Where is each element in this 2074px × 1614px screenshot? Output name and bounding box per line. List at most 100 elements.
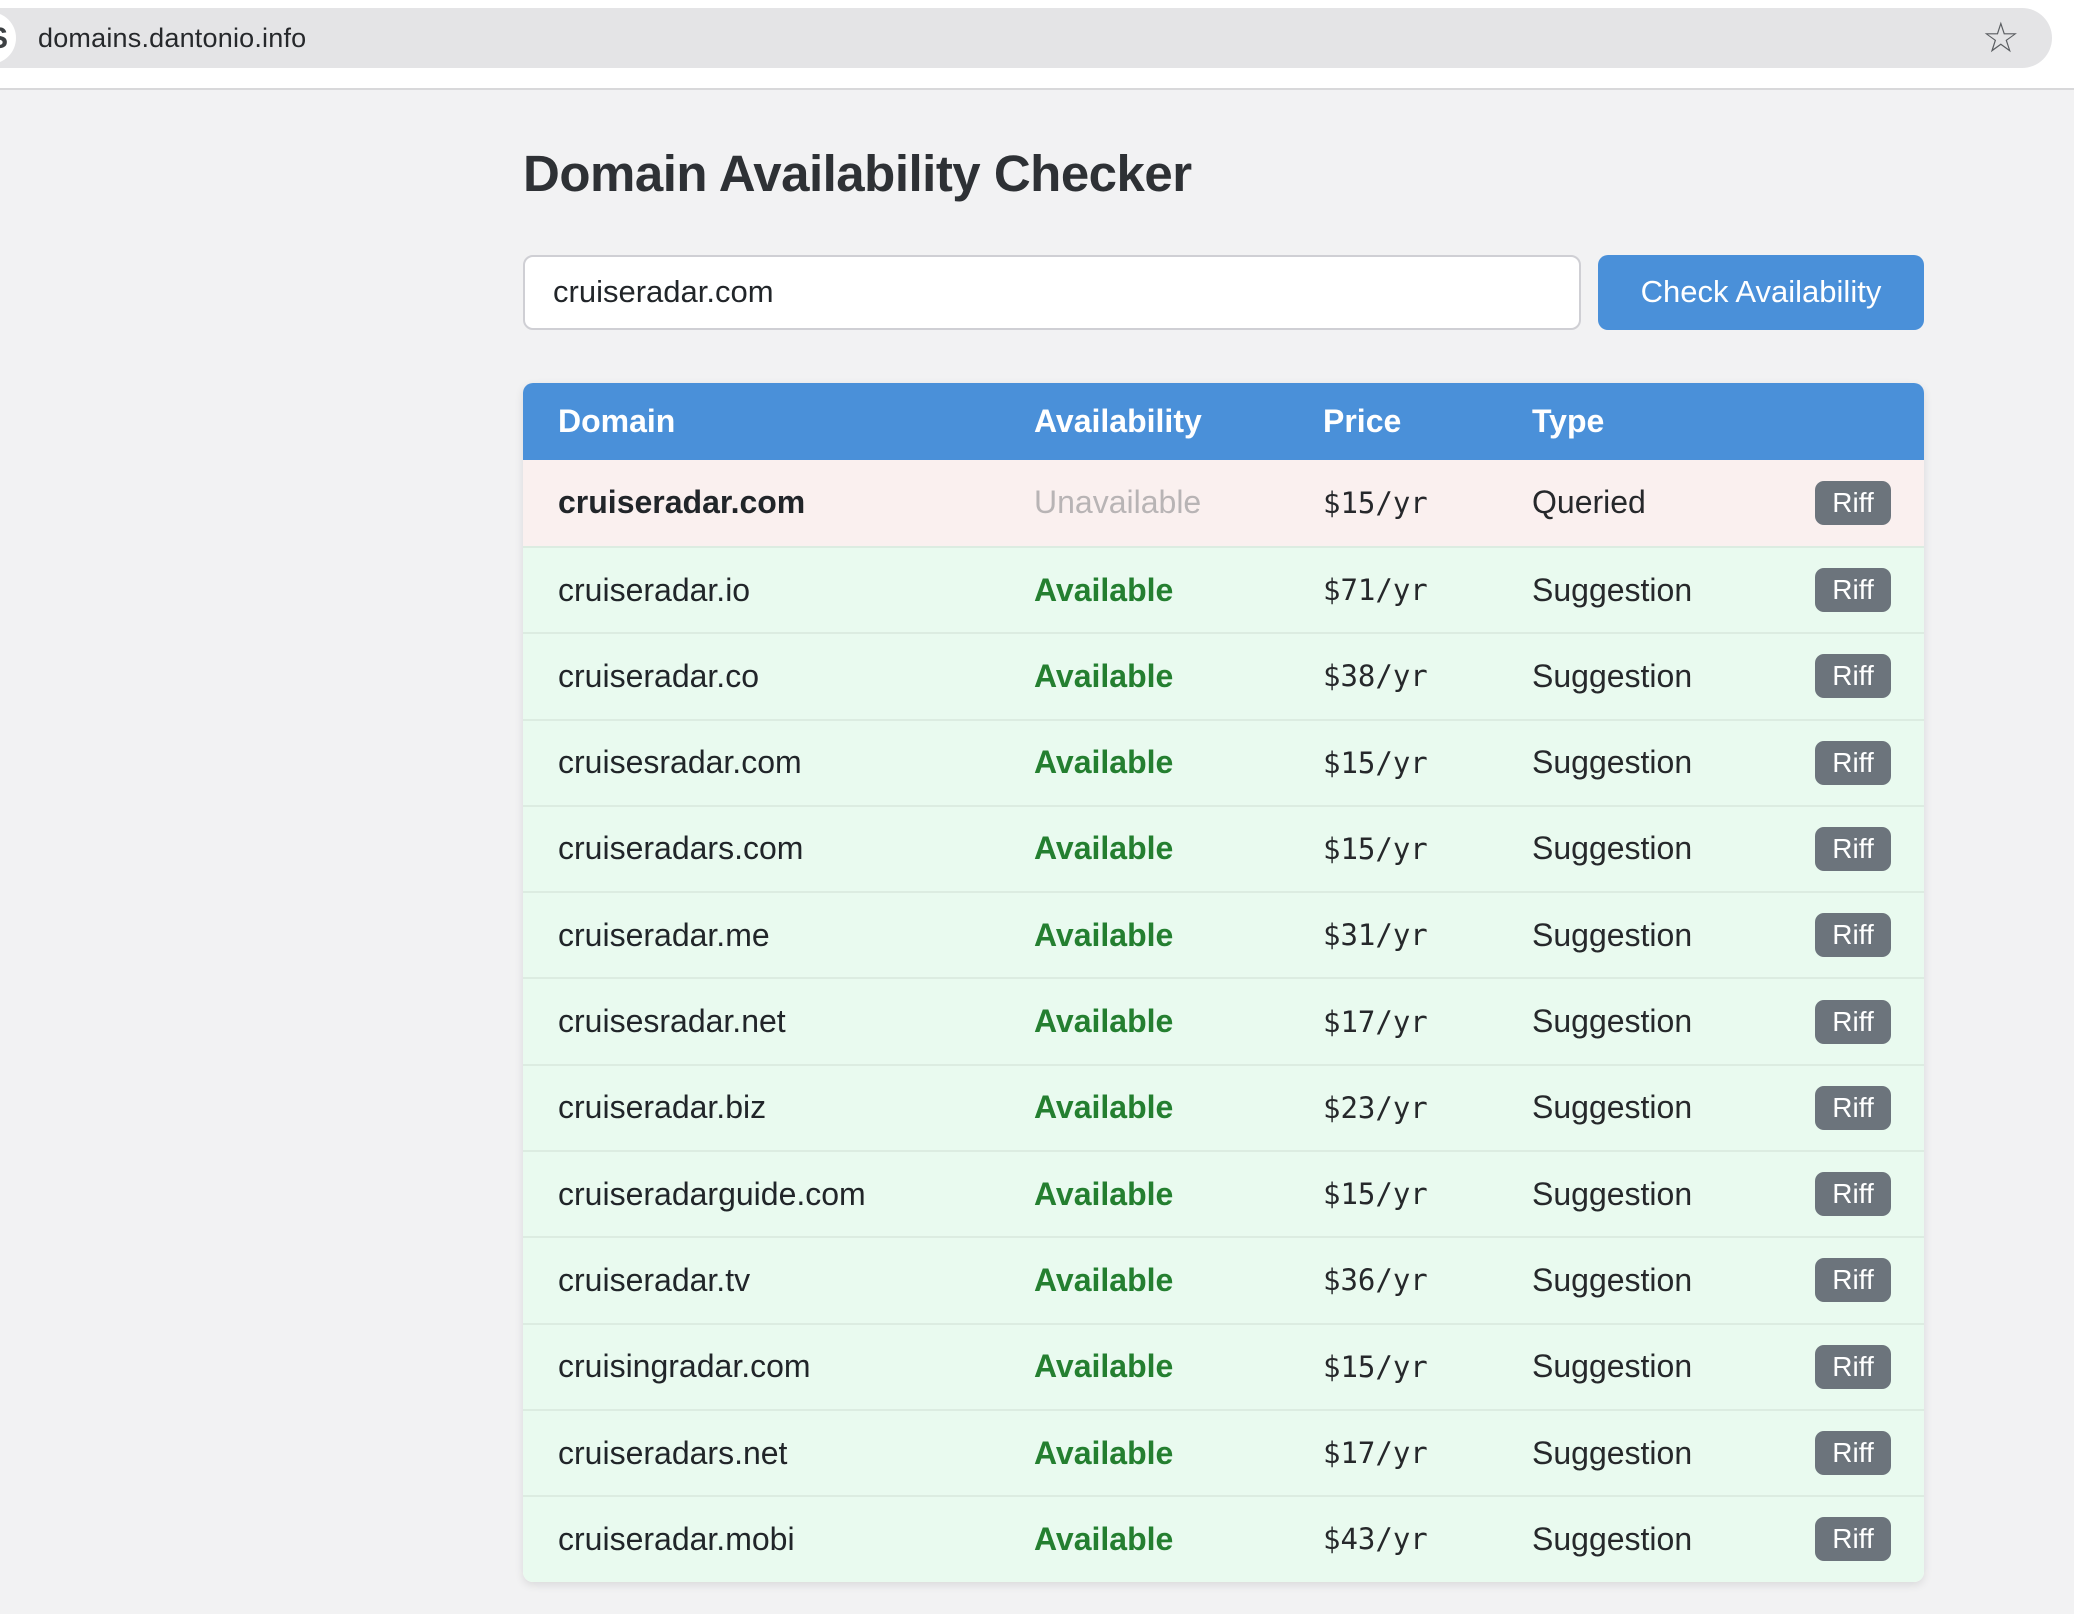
check-availability-button[interactable]: Check Availability (1598, 254, 1924, 330)
availability-cell: Available (1034, 1175, 1174, 1212)
riff-button[interactable]: Riff (1815, 568, 1891, 613)
actions-cell: Riff (1815, 1431, 1924, 1476)
availability-cell: Available (1034, 657, 1174, 694)
riff-button[interactable]: Riff (1815, 1517, 1891, 1562)
actions-cell: Riff (1815, 1172, 1924, 1217)
url-bar[interactable]: S domains.dantonio.info ☆ (0, 8, 2052, 68)
type-cell: Suggestion (1532, 1261, 1693, 1298)
domain-cell: cruiseradar.me (558, 916, 770, 953)
type-cell: Suggestion (1532, 657, 1693, 694)
domain-cell: cruiseradar.co (558, 657, 759, 694)
actions-cell: Riff (1815, 654, 1924, 699)
actions-cell: Riff (1815, 1517, 1924, 1562)
price-cell: $71/yr (1323, 573, 1428, 608)
price-cell: $31/yr (1323, 918, 1428, 953)
riff-button[interactable]: Riff (1815, 1258, 1891, 1303)
table-row: cruisesradar.com Available $15/yr Suggestio… (523, 718, 1924, 805)
availability-cell: Available (1034, 1003, 1174, 1040)
price-cell: $15/yr (1323, 1177, 1428, 1212)
table-body: cruiseradar.com Unavailable $15/yr Queried R… (523, 459, 1924, 1582)
riff-button[interactable]: Riff (1815, 1431, 1891, 1476)
actions-cell: Riff (1815, 826, 1924, 871)
type-cell: Suggestion (1532, 1003, 1693, 1040)
type-cell: Suggestion (1532, 916, 1693, 953)
actions-cell: Riff (1815, 568, 1924, 613)
table-row: cruiseradars.com Available $15/yr Suggestio… (523, 804, 1924, 892)
type-cell: Queried (1532, 484, 1646, 521)
table-row: cruiseradarguide.com Available $15/yr Sugge… (523, 1150, 1924, 1237)
type-cell: Suggestion (1532, 744, 1693, 781)
search-row: Check Availability (523, 254, 1924, 330)
riff-button[interactable]: Riff (1815, 1344, 1891, 1389)
table-row: cruisesradar.net Available $17/yr Suggestio… (523, 977, 1924, 1064)
page-content: Domain Availability Checker Check Availa… (523, 90, 1924, 1582)
domain-cell: cruiseradar.mobi (558, 1520, 795, 1557)
actions-cell: Riff (1815, 1258, 1924, 1303)
url-text: domains.dantonio.info (38, 22, 307, 53)
riff-button[interactable]: Riff (1815, 913, 1891, 958)
availability-cell: Available (1034, 744, 1174, 781)
riff-button[interactable]: Riff (1815, 1085, 1891, 1130)
availability-cell: Available (1034, 916, 1174, 953)
domain-cell: cruiseradars.net (558, 1434, 788, 1471)
price-cell: $17/yr (1323, 1004, 1428, 1039)
header-availability: Availability (1034, 402, 1202, 439)
favicon-letter: S (0, 22, 8, 56)
price-cell: $15/yr (1323, 1349, 1428, 1384)
type-cell: Suggestion (1532, 1348, 1693, 1385)
riff-button[interactable]: Riff (1815, 654, 1891, 699)
availability-cell: Available (1034, 1520, 1174, 1557)
riff-button[interactable]: Riff (1815, 1172, 1891, 1217)
availability-cell: Available (1034, 1434, 1174, 1471)
results-table: Domain Availability Price Type cruiserad… (523, 382, 1924, 1582)
price-cell: $43/yr (1323, 1522, 1428, 1557)
table-row: cruiseradar.mobi Available $43/yr Suggestio… (523, 1495, 1924, 1582)
actions-cell: Riff (1815, 740, 1924, 785)
actions-cell: Riff (1815, 1344, 1924, 1389)
price-cell: $15/yr (1323, 831, 1428, 866)
riff-button[interactable]: Riff (1815, 826, 1891, 871)
price-cell: $38/yr (1323, 659, 1428, 694)
actions-cell: Riff (1815, 480, 1924, 525)
bookmark-star-icon[interactable]: ☆ (1982, 14, 2020, 61)
type-cell: Suggestion (1532, 1175, 1693, 1212)
availability-cell: Available (1034, 1348, 1174, 1385)
type-cell: Suggestion (1532, 1520, 1693, 1557)
actions-cell: Riff (1815, 999, 1924, 1044)
price-cell: $15/yr (1323, 485, 1428, 520)
domain-cell: cruisesradar.com (558, 744, 802, 781)
riff-button[interactable]: Riff (1815, 480, 1891, 525)
price-cell: $15/yr (1323, 745, 1428, 780)
actions-cell: Riff (1815, 1085, 1924, 1130)
page-title: Domain Availability Checker (523, 145, 1192, 202)
domain-search-input[interactable] (523, 254, 1581, 330)
table-row: cruiseradars.net Available $17/yr Suggestio… (523, 1408, 1924, 1496)
browser-toolbar: S domains.dantonio.info ☆ (0, 0, 2074, 90)
table-row: cruiseradar.tv Available $36/yr Suggestion R… (523, 1236, 1924, 1323)
riff-button[interactable]: Riff (1815, 740, 1891, 785)
table-row: cruiseradar.com Unavailable $15/yr Queried R… (523, 459, 1924, 546)
domain-cell: cruiseradar.tv (558, 1261, 751, 1298)
domain-cell: cruiseradarguide.com (558, 1175, 866, 1212)
price-cell: $17/yr (1323, 1436, 1428, 1471)
type-cell: Suggestion (1532, 830, 1693, 867)
actions-cell: Riff (1815, 913, 1924, 958)
header-price: Price (1323, 402, 1402, 439)
domain-cell: cruisesradar.net (558, 1003, 786, 1040)
price-cell: $23/yr (1323, 1090, 1428, 1125)
table-row: cruiseradar.biz Available $23/yr Suggestion… (523, 1063, 1924, 1151)
header-domain: Domain (558, 402, 676, 439)
domain-cell: cruiseradar.io (558, 571, 751, 608)
domain-cell: cruiseradar.biz (558, 1089, 767, 1126)
table-row: cruiseradar.io Available $71/yr Suggestion R… (523, 545, 1924, 633)
table-row: cruiseradar.me Available $31/yr Suggestion R… (523, 891, 1924, 978)
domain-cell: cruisingradar.com (558, 1348, 811, 1385)
availability-cell: Available (1034, 1261, 1174, 1298)
type-cell: Suggestion (1532, 1434, 1693, 1471)
table-row: cruisingradar.com Available $15/yr Suggesti… (523, 1322, 1924, 1409)
domain-cell: cruiseradars.com (558, 830, 804, 867)
riff-button[interactable]: Riff (1815, 999, 1891, 1044)
availability-cell: Unavailable (1034, 484, 1202, 521)
type-cell: Suggestion (1532, 1089, 1693, 1126)
availability-cell: Available (1034, 571, 1174, 608)
